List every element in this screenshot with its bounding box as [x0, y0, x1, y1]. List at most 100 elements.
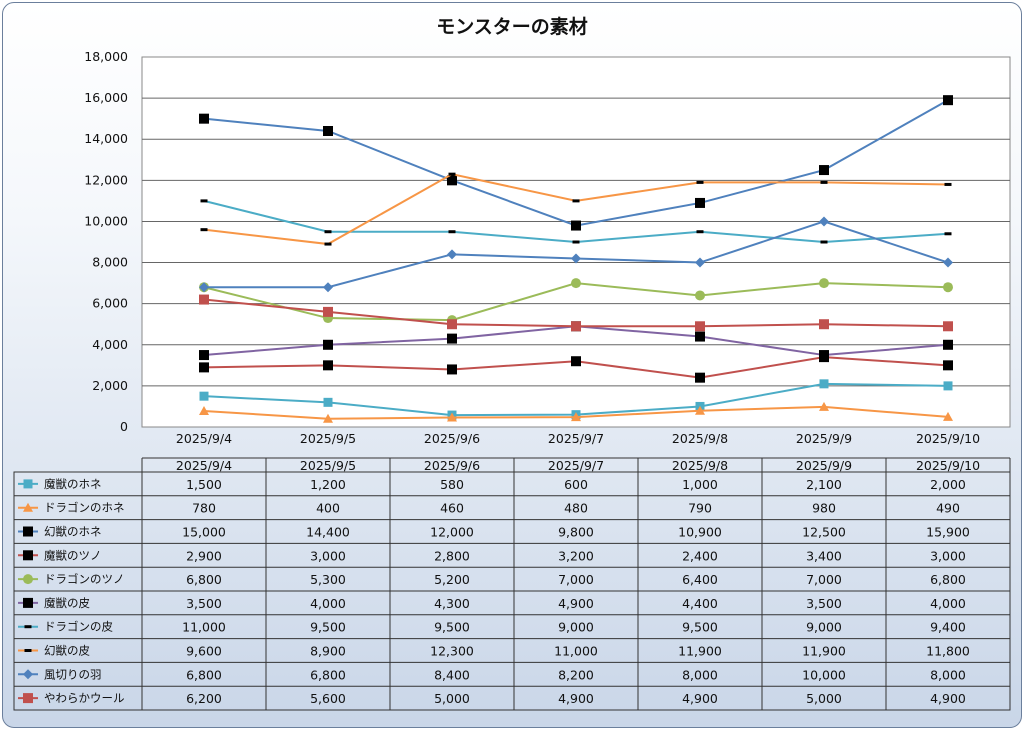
data-label: 2,800 [434, 548, 470, 563]
data-label: 9,600 [186, 644, 222, 659]
data-label: 6,800 [186, 572, 222, 587]
y-tick-label: 8,000 [92, 255, 128, 270]
data-label: 9,000 [558, 620, 594, 635]
data-point [819, 165, 829, 176]
data-point [571, 321, 581, 332]
table-row: やわらかウール 6,200 5,600 5,000 4,900 4,900 5,000 4,9… [18, 691, 966, 706]
data-point [323, 126, 333, 136]
data-point [324, 242, 332, 246]
series-6 [200, 199, 952, 244]
data-point [820, 240, 828, 244]
data-label: 5,000 [806, 691, 842, 706]
legend-label: 幻獣の皮 [44, 644, 90, 658]
legend-label: ドラゴンのホネ [44, 501, 125, 515]
data-point [695, 290, 705, 301]
table-header-cell: 2025/9/8 [672, 458, 728, 473]
x-tick-label: 2025/9/9 [796, 431, 852, 446]
data-point [323, 282, 333, 293]
data-label: 15,000 [182, 525, 226, 540]
data-label: 11,900 [802, 644, 846, 659]
data-point [447, 333, 457, 344]
data-point [695, 405, 705, 415]
data-point [447, 175, 457, 186]
table-row: ドラゴンのホネ 780 400 460 480 790 980 490 [18, 501, 960, 516]
table-header-cell: 2025/9/7 [548, 458, 604, 473]
data-label: 4,900 [558, 596, 594, 611]
data-point [200, 228, 208, 232]
data-label: 9,800 [558, 525, 594, 540]
data-label: 5,600 [310, 691, 346, 706]
series-9 [199, 294, 953, 332]
legend-label: 魔獣のホネ [44, 477, 102, 491]
y-tick-label: 6,000 [92, 296, 128, 311]
data-point [323, 306, 333, 317]
data-label: 8,900 [310, 644, 346, 659]
data-label: 3,400 [806, 548, 842, 563]
data-label: 8,000 [682, 667, 718, 682]
table-row: 魔獣の皮 3,500 4,000 4,300 4,900 4,400 3,500 4,000 [18, 596, 966, 611]
data-label: 3,000 [310, 548, 346, 563]
data-point [943, 257, 953, 268]
data-point [200, 199, 208, 203]
data-point [23, 550, 33, 561]
data-label: 10,000 [802, 667, 846, 682]
data-point [695, 321, 705, 332]
data-point [199, 391, 209, 401]
y-tick-label: 10,000 [84, 213, 128, 228]
data-label: 8,400 [434, 667, 470, 682]
data-label: 12,500 [802, 525, 846, 540]
data-point [323, 339, 333, 350]
data-point [696, 180, 704, 184]
data-label: 790 [688, 501, 712, 516]
y-tick-label: 12,000 [84, 172, 128, 187]
data-point [199, 282, 209, 293]
data-point [447, 364, 457, 375]
data-point [447, 412, 457, 422]
data-point [695, 331, 705, 342]
data-label: 4,400 [682, 596, 718, 611]
series-8 [199, 216, 953, 293]
data-point [820, 180, 828, 184]
data-label: 10,900 [678, 525, 722, 540]
table-header-cell: 2025/9/9 [796, 458, 852, 473]
data-point [448, 172, 456, 176]
data-point [944, 232, 952, 236]
legend-label: 風切りの羽 [44, 667, 102, 681]
legend-label: ドラゴンの皮 [44, 620, 113, 634]
y-tick-label: 2,000 [92, 378, 128, 393]
data-point [23, 693, 33, 704]
data-label: 12,300 [430, 644, 474, 659]
table-row: 幻獣のホネ 15,000 14,400 12,000 9,800 10,900 12,500… [18, 525, 970, 540]
data-label: 12,000 [430, 525, 474, 540]
data-label: 7,000 [806, 572, 842, 587]
y-tick-label: 16,000 [84, 90, 128, 105]
data-label: 2,900 [186, 548, 222, 563]
data-point [819, 350, 829, 361]
table-row: 魔獣のホネ 1,500 1,200 580 600 1,000 2,100 2,000 [18, 477, 966, 492]
data-point [323, 397, 333, 407]
y-tick-label: 18,000 [84, 49, 128, 64]
data-point [571, 278, 581, 289]
data-label: 3,500 [186, 596, 222, 611]
data-label: 8,000 [930, 667, 966, 682]
table-row: 幻獣の皮 9,600 8,900 12,300 11,000 11,900 11,900 11… [18, 644, 970, 659]
data-label: 2,000 [930, 477, 966, 492]
data-point [695, 257, 705, 268]
data-point [23, 526, 33, 537]
data-label: 2,100 [806, 477, 842, 492]
data-point [571, 220, 581, 231]
data-point [23, 669, 33, 680]
data-label: 11,900 [678, 644, 722, 659]
data-point [695, 197, 705, 208]
x-tick-label: 2025/9/6 [424, 431, 480, 446]
y-tick-label: 14,000 [84, 131, 128, 146]
table-row: 魔獣のツノ 2,900 3,000 2,800 3,200 2,400 3,400 3,000 [18, 548, 966, 563]
legend-label: ドラゴンのツノ [44, 572, 125, 586]
data-label: 6,800 [310, 667, 346, 682]
data-point [943, 411, 953, 421]
data-point [943, 95, 953, 106]
data-point [24, 649, 32, 652]
table-header-cell: 2025/9/10 [916, 458, 980, 473]
data-point [23, 502, 33, 512]
data-point [24, 625, 32, 629]
